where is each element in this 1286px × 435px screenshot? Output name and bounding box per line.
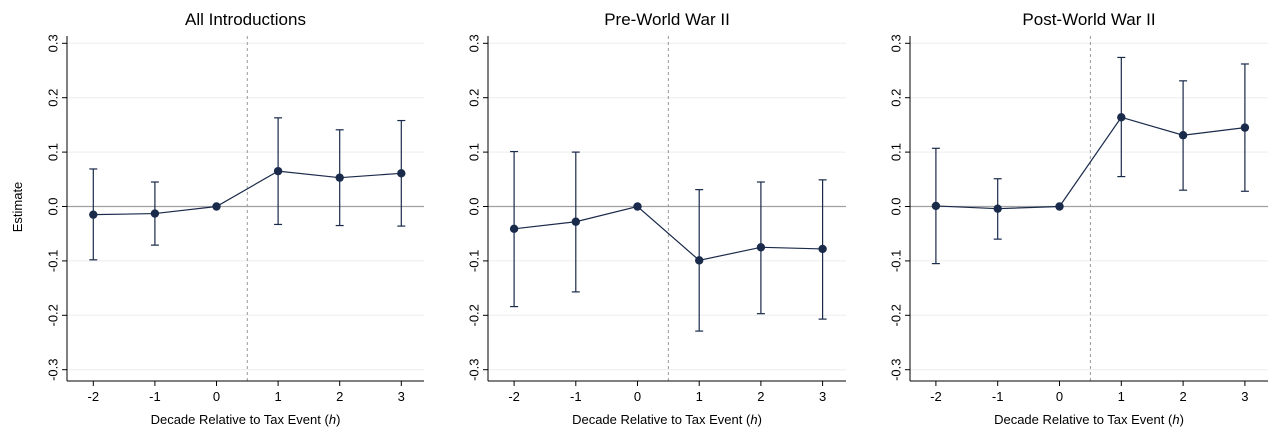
y-tick-label: 0.0 [889,197,904,215]
x-tick-label: -2 [508,389,520,404]
data-point [1240,123,1250,132]
y-tick-label: -0.1 [46,250,61,272]
x-axis-label: Decade Relative to Tax Event (h) [572,412,762,427]
data-point [150,209,160,218]
x-tick-label: 0 [213,389,220,404]
x-tick-label: 3 [819,389,826,404]
data-point [509,224,519,234]
y-tick-label: 0.0 [467,197,482,215]
x-tick-label: 2 [336,389,343,404]
y-tick-label: -0.3 [46,358,61,380]
x-axis-label: Decade Relative to Tax Event (h) [151,412,341,427]
x-tick-label: 1 [1118,389,1125,404]
panel-title: All Introductions [185,10,306,29]
y-tick-label: -0.3 [467,358,482,380]
x-tick-label: 0 [1056,389,1063,404]
data-point [818,244,827,254]
y-tick-label: -0.1 [889,250,904,272]
x-tick-label: 2 [757,389,764,404]
y-tick-label: 0.3 [889,34,904,52]
data-point [1055,202,1064,211]
y-tick-label: 0.1 [46,143,61,161]
x-axis-label-text: Decade Relative to Tax Event ( [572,412,751,427]
y-tick-label: 0.3 [46,34,61,52]
data-point [633,202,642,211]
y-tick-label: 0.1 [467,143,482,161]
y-tick-label: -0.2 [889,304,904,326]
x-tick-label: -2 [930,389,942,404]
y-tick-label: 0.2 [467,89,482,107]
panel-title: Pre-World War II [604,10,730,29]
x-tick-label: 1 [696,389,703,404]
data-point [571,217,580,226]
x-tick-label: 2 [1179,389,1186,404]
y-tick-label: -0.1 [467,250,482,272]
data-point [212,202,221,211]
y-axis-label: Estimate [10,182,25,233]
data-point [89,210,98,219]
x-axis-label: Decade Relative to Tax Event (h) [994,412,1184,427]
data-point [1117,113,1126,122]
y-tick-label: 0.0 [46,197,61,215]
x-tick-label: -1 [570,389,582,404]
x-axis-label-var: h [1172,412,1179,427]
x-axis-label-var: h [329,412,336,427]
data-point [993,204,1002,213]
data-point [335,173,344,182]
x-tick-label: 1 [274,389,281,404]
data-point [695,256,704,265]
series-line [935,116,1245,210]
x-tick-label: -1 [992,389,1004,404]
x-axis-label-var: h [750,412,757,427]
y-tick-label: 0.2 [889,89,904,107]
x-axis-label-close: ) [1180,412,1184,427]
x-tick-label: 3 [1241,389,1248,404]
x-axis-label-text: Decade Relative to Tax Event ( [151,412,330,427]
data-point [1178,131,1188,140]
y-tick-label: -0.3 [889,358,904,380]
y-tick-label: 0.1 [889,143,904,161]
x-tick-label: -1 [149,389,161,404]
data-point [273,166,283,176]
x-tick-label: -2 [88,389,100,404]
y-tick-label: 0.2 [46,89,61,107]
y-tick-label: -0.2 [46,304,61,326]
x-tick-label: 0 [634,389,641,404]
series-line [93,170,402,216]
data-point [931,201,941,211]
x-axis-label-close: ) [758,412,762,427]
y-tick-label: -0.2 [467,304,482,326]
series-line [514,205,823,262]
x-tick-label: 3 [398,389,405,404]
data-point [397,169,406,178]
data-point [756,243,766,252]
x-axis-label-text: Decade Relative to Tax Event ( [994,412,1173,427]
x-axis-label-close: ) [336,412,340,427]
y-tick-label: 0.3 [467,34,482,52]
panel-title: Post-World War II [1022,10,1155,29]
